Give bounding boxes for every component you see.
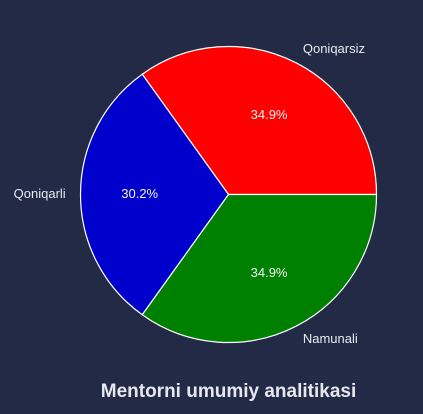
chart-title: Mentorni umumiy analitikasi <box>100 381 357 402</box>
slice-label-namunali: Namunali <box>303 331 358 346</box>
pie-slice-qoniqarli <box>79 73 230 316</box>
slice-percent-qoniqarsiz: 34.9% <box>251 107 288 122</box>
pie-slice-namunali <box>141 193 378 344</box>
slice-percent-namunali: 34.9% <box>251 265 288 280</box>
slice-percent-qoniqarli: 30.2% <box>121 186 158 201</box>
slice-label-qoniqarli: Qoniqarli <box>14 186 66 201</box>
pie-slice-qoniqarsiz <box>141 45 378 196</box>
slice-label-qoniqarsiz: Qoniqarsiz <box>303 41 365 56</box>
